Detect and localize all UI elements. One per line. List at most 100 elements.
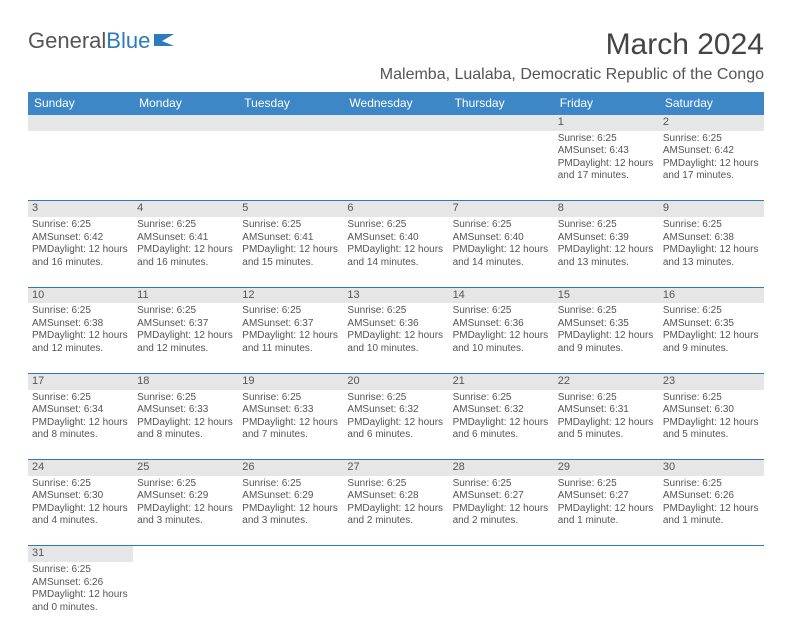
daylight-text: Daylight: 12 hours and 12 minutes.: [137, 330, 233, 354]
brand-part2: Blue: [106, 28, 150, 54]
day-number-cell: [28, 115, 133, 131]
day-content-cell: Sunrise: 6:25 AMSunset: 6:37 PMDaylight:…: [133, 303, 238, 373]
day-content-cell: [238, 131, 343, 201]
daylight-text: Daylight: 12 hours and 15 minutes.: [242, 244, 338, 268]
day-content-cell: Sunrise: 6:25 AMSunset: 6:33 PMDaylight:…: [133, 390, 238, 460]
brand-part1: General: [28, 28, 106, 54]
daylight-text: Daylight: 12 hours and 5 minutes.: [558, 417, 654, 441]
day-number-cell: 26: [238, 460, 343, 476]
daylight-text: Daylight: 12 hours and 6 minutes.: [347, 417, 443, 441]
day-number-row: 12: [28, 115, 764, 131]
day-content-cell: Sunrise: 6:25 AMSunset: 6:42 PMDaylight:…: [659, 131, 764, 201]
brand-logo: GeneralBlue: [28, 28, 176, 54]
header: GeneralBlue March 2024 Malemba, Lualaba,…: [28, 28, 764, 90]
day-content-cell: Sunrise: 6:25 AMSunset: 6:28 PMDaylight:…: [343, 476, 448, 546]
day-content-row: Sunrise: 6:25 AMSunset: 6:38 PMDaylight:…: [28, 303, 764, 373]
day-number-cell: 22: [554, 373, 659, 389]
daylight-text: Daylight: 12 hours and 5 minutes.: [663, 417, 759, 441]
daylight-text: Daylight: 12 hours and 13 minutes.: [663, 244, 759, 268]
calendar-body: 12Sunrise: 6:25 AMSunset: 6:43 PMDayligh…: [28, 115, 764, 632]
day-content-cell: Sunrise: 6:25 AMSunset: 6:36 PMDaylight:…: [449, 303, 554, 373]
day-number-cell: 23: [659, 373, 764, 389]
weekday-header: Thursday: [449, 92, 554, 115]
daylight-text: Daylight: 12 hours and 11 minutes.: [242, 330, 338, 354]
day-content-cell: Sunrise: 6:25 AMSunset: 6:41 PMDaylight:…: [133, 217, 238, 287]
day-content-cell: [343, 131, 448, 201]
day-number-cell: 13: [343, 287, 448, 303]
logo-flag-icon: [154, 32, 176, 48]
day-content-cell: Sunrise: 6:25 AMSunset: 6:27 PMDaylight:…: [554, 476, 659, 546]
day-number-cell: 16: [659, 287, 764, 303]
day-content-cell: Sunrise: 6:25 AMSunset: 6:36 PMDaylight:…: [343, 303, 448, 373]
day-number-cell: 9: [659, 201, 764, 217]
day-number-cell: 28: [449, 460, 554, 476]
day-number-cell: 27: [343, 460, 448, 476]
daylight-text: Daylight: 12 hours and 4 minutes.: [32, 503, 128, 527]
daylight-text: Daylight: 12 hours and 3 minutes.: [137, 503, 233, 527]
day-number-cell: [554, 546, 659, 562]
day-number-cell: [238, 546, 343, 562]
daylight-text: Daylight: 12 hours and 17 minutes.: [558, 158, 654, 182]
day-number-cell: 17: [28, 373, 133, 389]
daylight-text: Daylight: 12 hours and 16 minutes.: [32, 244, 128, 268]
page-title: March 2024: [380, 28, 764, 62]
day-content-cell: Sunrise: 6:25 AMSunset: 6:41 PMDaylight:…: [238, 217, 343, 287]
day-number-cell: [449, 546, 554, 562]
daylight-text: Daylight: 12 hours and 2 minutes.: [347, 503, 443, 527]
day-number-cell: [449, 115, 554, 131]
day-content-row: Sunrise: 6:25 AMSunset: 6:43 PMDaylight:…: [28, 131, 764, 201]
daylight-text: Daylight: 12 hours and 7 minutes.: [242, 417, 338, 441]
weekday-header: Sunday: [28, 92, 133, 115]
day-content-row: Sunrise: 6:25 AMSunset: 6:26 PMDaylight:…: [28, 562, 764, 632]
day-number-cell: [343, 115, 448, 131]
day-content-cell: [449, 562, 554, 632]
location-subtitle: Malemba, Lualaba, Democratic Republic of…: [380, 66, 764, 84]
weekday-header: Wednesday: [343, 92, 448, 115]
day-number-cell: [659, 546, 764, 562]
day-number-cell: 8: [554, 201, 659, 217]
day-number-row: 17181920212223: [28, 373, 764, 389]
day-content-cell: Sunrise: 6:25 AMSunset: 6:26 PMDaylight:…: [659, 476, 764, 546]
day-content-cell: Sunrise: 6:25 AMSunset: 6:31 PMDaylight:…: [554, 390, 659, 460]
day-content-cell: [133, 131, 238, 201]
calendar-table: SundayMondayTuesdayWednesdayThursdayFrid…: [28, 92, 764, 632]
daylight-text: Daylight: 12 hours and 1 minute.: [663, 503, 759, 527]
day-number-cell: 5: [238, 201, 343, 217]
day-number-cell: 24: [28, 460, 133, 476]
day-content-row: Sunrise: 6:25 AMSunset: 6:42 PMDaylight:…: [28, 217, 764, 287]
day-content-row: Sunrise: 6:25 AMSunset: 6:34 PMDaylight:…: [28, 390, 764, 460]
day-content-cell: Sunrise: 6:25 AMSunset: 6:39 PMDaylight:…: [554, 217, 659, 287]
day-content-cell: [449, 131, 554, 201]
daylight-text: Daylight: 12 hours and 9 minutes.: [558, 330, 654, 354]
day-content-cell: Sunrise: 6:25 AMSunset: 6:42 PMDaylight:…: [28, 217, 133, 287]
day-content-cell: Sunrise: 6:25 AMSunset: 6:27 PMDaylight:…: [449, 476, 554, 546]
day-content-row: Sunrise: 6:25 AMSunset: 6:30 PMDaylight:…: [28, 476, 764, 546]
day-number-cell: 4: [133, 201, 238, 217]
day-content-cell: [28, 131, 133, 201]
daylight-text: Daylight: 12 hours and 14 minutes.: [347, 244, 443, 268]
day-number-cell: 30: [659, 460, 764, 476]
daylight-text: Daylight: 12 hours and 8 minutes.: [32, 417, 128, 441]
day-number-cell: [133, 546, 238, 562]
daylight-text: Daylight: 12 hours and 1 minute.: [558, 503, 654, 527]
daylight-text: Daylight: 12 hours and 13 minutes.: [558, 244, 654, 268]
day-number-cell: 21: [449, 373, 554, 389]
title-block: March 2024 Malemba, Lualaba, Democratic …: [380, 28, 764, 90]
day-content-cell: [659, 562, 764, 632]
daylight-text: Daylight: 12 hours and 10 minutes.: [453, 330, 549, 354]
day-content-cell: Sunrise: 6:25 AMSunset: 6:37 PMDaylight:…: [238, 303, 343, 373]
day-number-cell: 14: [449, 287, 554, 303]
day-content-cell: Sunrise: 6:25 AMSunset: 6:35 PMDaylight:…: [554, 303, 659, 373]
day-content-cell: Sunrise: 6:25 AMSunset: 6:33 PMDaylight:…: [238, 390, 343, 460]
weekday-row: SundayMondayTuesdayWednesdayThursdayFrid…: [28, 92, 764, 115]
day-number-cell: 6: [343, 201, 448, 217]
day-content-cell: [343, 562, 448, 632]
day-content-cell: Sunrise: 6:25 AMSunset: 6:40 PMDaylight:…: [449, 217, 554, 287]
day-content-cell: [238, 562, 343, 632]
day-content-cell: Sunrise: 6:25 AMSunset: 6:38 PMDaylight:…: [28, 303, 133, 373]
weekday-header: Tuesday: [238, 92, 343, 115]
day-content-cell: Sunrise: 6:25 AMSunset: 6:29 PMDaylight:…: [133, 476, 238, 546]
day-number-cell: 25: [133, 460, 238, 476]
day-number-cell: 18: [133, 373, 238, 389]
day-number-cell: 31: [28, 546, 133, 562]
